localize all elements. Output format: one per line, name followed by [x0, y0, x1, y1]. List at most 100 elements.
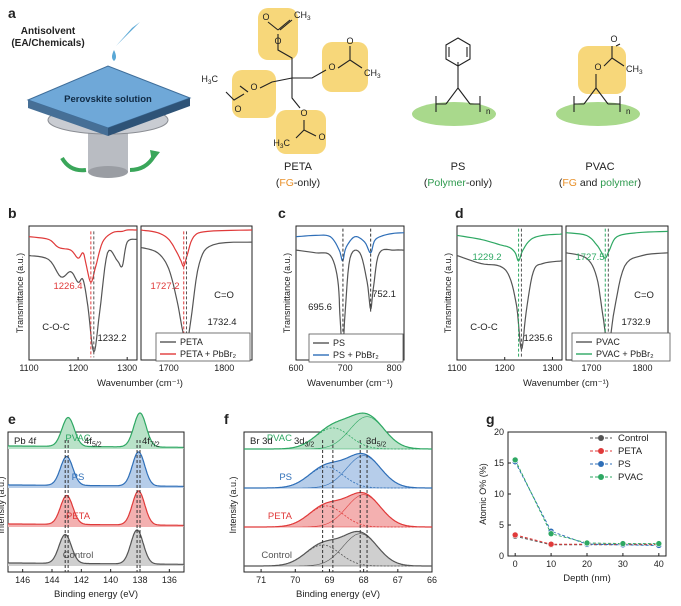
y-axis-label: Intensity (a.u.) — [228, 476, 238, 533]
spectrum-line — [456, 233, 563, 262]
ps-backbone — [435, 66, 481, 112]
peak-annotation: 752.1 — [372, 289, 396, 300]
legend-marker — [598, 448, 604, 454]
group-annotation: C=O — [214, 290, 234, 301]
x-axis-label: Binding energy (eV) — [54, 589, 138, 600]
legend-marker — [598, 474, 604, 480]
functional-group-highlight — [232, 70, 276, 118]
ftir-subplot: 1100 1200 1300 1226.4 C-O-C 1232.2 — [19, 225, 138, 373]
legend-label: PVAC — [618, 472, 643, 483]
legend-label: PS — [618, 459, 631, 470]
plot-frame — [7, 431, 185, 573]
panel-letter-f: f — [224, 411, 229, 427]
x-tick-label: 68 — [359, 575, 369, 585]
schematic: Perovskite solution Antisolvent(EA/Chemic… — [11, 22, 192, 178]
legend-label: PS — [333, 338, 345, 348]
oxygen-atom: O — [262, 12, 269, 22]
data-point — [511, 531, 519, 539]
legend-label: PVAC + PbBr₂ — [596, 349, 654, 359]
legend-label: PETA — [618, 446, 643, 457]
y-tick-label: 20 — [494, 427, 504, 437]
molecule-description: (FG-only) — [276, 177, 320, 189]
series-label: PETA — [66, 511, 91, 522]
x-tick-label: 1800 — [214, 363, 234, 373]
ftir-subplot: 1100 1200 1300 1229.2 C-O-C 1235.6 — [447, 225, 563, 373]
x-tick-label: 67 — [393, 575, 403, 585]
y-axis-label: Transmittance (a.u.) — [443, 253, 453, 333]
polymer-highlight — [412, 102, 496, 126]
oxygen-atom: O — [250, 82, 257, 92]
y-axis-label: Transmittance (a.u.) — [15, 253, 25, 333]
substrate-label: Perovskite solution — [64, 94, 152, 105]
spectrum-line — [244, 491, 432, 528]
depth-profile: 0 10 20 30 40 0 5 10 15 20 Depth (nm) Atomic O% (%)… — [478, 427, 667, 584]
x-tick-label: 600 — [288, 363, 303, 373]
antisolvent-label: Antisolvent — [21, 26, 76, 37]
y-axis-label: Intensity (a.u.) — [0, 476, 6, 533]
x-tick-label: 136 — [162, 575, 177, 585]
x-tick-label: 0 — [513, 559, 518, 569]
group-annotation: C=O — [634, 290, 654, 301]
repeat-n: n — [626, 107, 630, 116]
spectrum-line — [8, 529, 184, 565]
panel-letter-c: c — [278, 205, 286, 221]
x-tick-label: 138 — [132, 575, 147, 585]
legend-label: PETA — [180, 337, 203, 347]
ester-bond — [337, 46, 363, 69]
legend-frame — [155, 332, 251, 362]
spectrum-line — [565, 230, 669, 259]
functional-group-highlight — [578, 46, 626, 94]
x-axis-label: Wavenumber (cm⁻¹) — [97, 378, 183, 389]
peak-label: 4f5/2 — [84, 436, 102, 449]
molecules: O O CH3 O O CH3 O O H3C O O H3C n O O CH3 n PETA (FG-only)… — [201, 8, 643, 189]
peak-annotation: 1232.2 — [97, 333, 126, 344]
spectrum-line — [295, 232, 405, 262]
ftir-subplot: 1700 1800 1727.2 C=O 1732.4 PETA PETA + PbBr₂ — [140, 225, 253, 373]
data-point — [547, 530, 555, 537]
y-axis-label: Transmittance (a.u.) — [282, 253, 292, 333]
peak-annotation: 695.6 — [308, 302, 332, 313]
x-tick-label: 1100 — [19, 363, 38, 373]
y-tick-label: 0 — [499, 551, 504, 561]
series-label: PETA — [268, 511, 293, 522]
spectrum-line — [140, 229, 253, 267]
series-label: Control — [63, 550, 94, 561]
spin-coater-base — [88, 166, 128, 178]
oxygen-atom: O — [594, 62, 601, 72]
series-label: PVAC — [267, 433, 292, 444]
spectrum-line — [244, 530, 432, 567]
spectrum-line — [140, 241, 253, 345]
series-label: Control — [261, 550, 292, 561]
panel-letter-a: a — [8, 5, 16, 21]
y-tick-label: 15 — [494, 458, 504, 468]
x-tick-label: 1700 — [159, 363, 179, 373]
x-tick-label: 1200 — [68, 363, 88, 373]
panel-letter-d: d — [455, 205, 464, 221]
molecule-description: (Polymer-only) — [424, 177, 492, 189]
legend-label: PS + PbBr₂ — [333, 350, 379, 360]
oxygen-atom: O — [328, 62, 335, 72]
legend-marker — [598, 461, 604, 467]
x-tick-label: 1800 — [632, 363, 652, 373]
x-tick-label: 1300 — [542, 363, 562, 373]
legend: PS PS + PbBr₂ — [308, 333, 404, 363]
substrate-side — [108, 98, 190, 136]
series-label: PVAC — [65, 433, 90, 444]
x-axis-label: Wavenumber (cm⁻¹) — [523, 378, 609, 389]
pipette — [116, 22, 140, 46]
methyl-label: CH3 — [294, 10, 311, 22]
data-point — [655, 540, 663, 547]
data-point — [547, 540, 555, 548]
x-tick-label: 1200 — [495, 363, 515, 373]
spectrum-fill — [8, 529, 184, 566]
spectrum-line — [8, 412, 184, 448]
x-tick-label: 1700 — [581, 363, 601, 373]
x-tick-label: 71 — [256, 575, 266, 585]
y-tick-label: 10 — [494, 489, 504, 499]
component-line — [244, 427, 432, 450]
ftir-subplot: 600 700 800 695.6 752.1 PS PS + PbBr₂ — [288, 225, 405, 373]
oxygen-atom: O — [234, 104, 241, 114]
x-axis-label: Wavenumber (cm⁻¹) — [307, 378, 393, 389]
